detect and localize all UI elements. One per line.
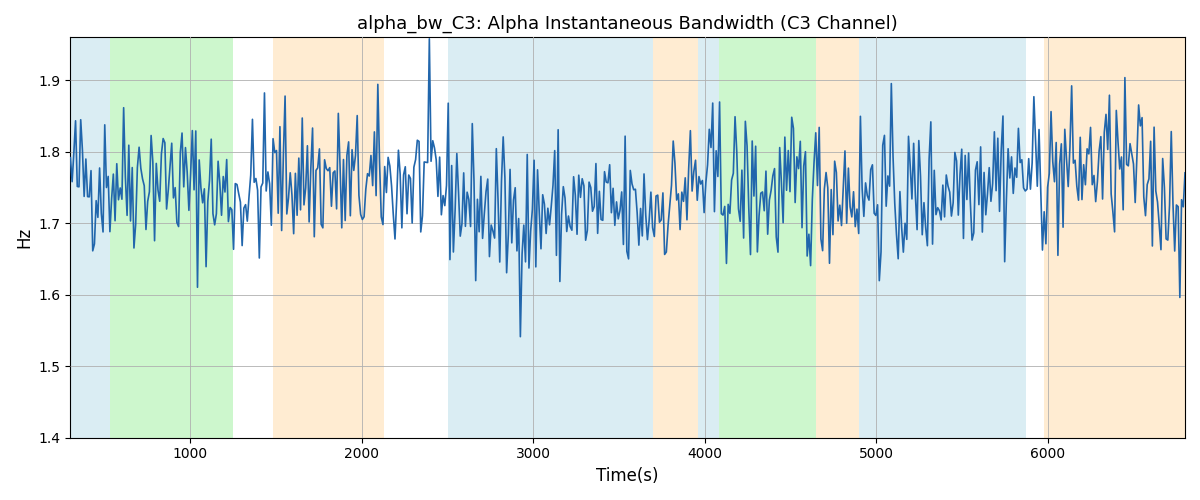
Bar xyxy=(859,38,1026,438)
Bar xyxy=(71,38,110,438)
Bar xyxy=(698,38,719,438)
Bar xyxy=(719,38,816,438)
Y-axis label: Hz: Hz xyxy=(14,227,32,248)
Title: alpha_bw_C3: Alpha Instantaneous Bandwidth (C3 Channel): alpha_bw_C3: Alpha Instantaneous Bandwid… xyxy=(358,15,898,34)
Bar xyxy=(110,38,233,438)
Bar xyxy=(272,38,384,438)
Bar xyxy=(816,38,859,438)
Bar xyxy=(1044,38,1186,438)
Bar xyxy=(654,38,698,438)
Bar xyxy=(448,38,654,438)
X-axis label: Time(s): Time(s) xyxy=(596,467,659,485)
